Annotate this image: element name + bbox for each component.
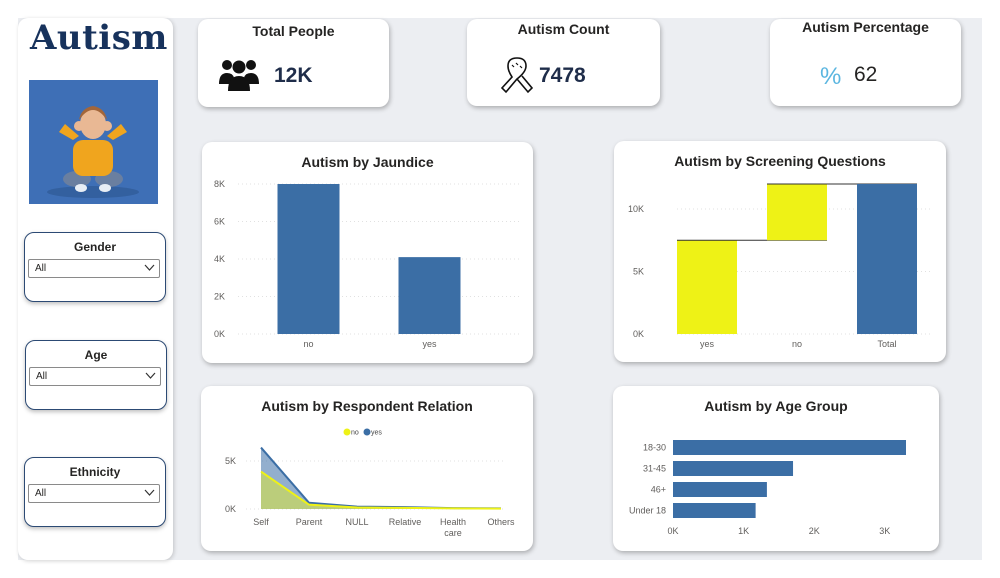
kpi-autism-count-value: 7478 [539,64,586,87]
y-tick-label: 0K [214,329,225,339]
y-tick-label: 0K [633,329,644,339]
slicer-ethnicity: Ethnicity All [24,457,166,527]
kpi-total-people-label: Total People [252,23,335,39]
chart-autism-by-jaundice: Autism by Jaundice 0K 2K 4K 6K 8K no yes [202,142,533,363]
screening-waterfall-chart: 0K 5K 10K yes no Total [628,183,932,349]
slicer-age-label: Age [84,348,108,362]
people-icon [219,60,259,91]
gender-dropdown-value: All [35,263,47,274]
child-photo [29,80,158,204]
gender-dropdown[interactable]: All [28,259,160,278]
y-tick-label: 46+ [651,485,666,495]
relation-area-chart: 0K 5K no yes Self Parent NULL Relative Healthcar… [225,428,515,538]
bar-no [767,184,827,241]
x-tick-label: no [303,339,313,349]
area-yes [261,447,501,509]
x-tick-label: care [444,528,462,538]
y-tick-label: 0K [225,504,236,514]
x-tick-label: Health [440,517,466,527]
report-title: Autism [30,18,168,58]
x-tick-label: 1K [738,526,749,536]
chart-autism-by-age-group: Autism by Age Group 18-30 31-45 46+ Under 1… [613,386,939,551]
kpi-total-people-value: 12K [274,64,313,87]
x-tick-label: Parent [296,517,323,527]
x-tick-label: no [792,339,802,349]
jaundice-bar-chart: 0K 2K 4K 6K 8K no yes [214,179,520,349]
slicer-gender: Gender All [24,232,166,302]
kpi-autism-percentage-value: 62 [854,63,878,86]
bar-no [277,184,340,334]
y-tick-label: 31-45 [643,464,666,474]
y-tick-label: 6K [214,217,225,227]
legend-label-no: no [351,430,359,437]
awareness-ribbon-icon [500,57,534,94]
x-tick-label: yes [700,339,715,349]
chart-autism-by-relation: Autism by Respondent Relation 0K 5K no yes S… [201,386,533,551]
age-dropdown-value: All [36,371,48,382]
y-tick-label: 5K [633,267,644,277]
x-tick-label: 0K [667,526,678,536]
y-tick-label: 8K [214,179,225,189]
x-tick-label: Total [877,339,896,349]
ethnicity-dropdown-value: All [35,488,47,499]
x-tick-label: Others [487,517,515,527]
y-tick-label: 5K [225,456,236,466]
kpi-autism-percentage: Autism Percentage % 62 [770,19,961,106]
chevron-down-icon [145,372,156,379]
bar-46+ [673,482,767,497]
chart-agegroup-title: Autism by Age Group [704,398,848,414]
x-tick-label: NULL [345,517,368,527]
slicer-ethnicity-label: Ethnicity [69,465,121,479]
x-tick-label: 2K [809,526,820,536]
chart-autism-by-screening: Autism by Screening Questions 0K 5K 10K yes… [614,141,946,362]
chevron-down-icon [144,264,155,271]
legend-marker-yes [363,428,371,436]
line-no [260,470,502,510]
chevron-down-icon [144,489,155,496]
legend-marker-no [343,428,351,436]
x-tick-label: Relative [389,517,422,527]
bar-31-45 [673,461,794,476]
x-tick-label: Self [253,517,269,527]
age-dropdown[interactable]: All [29,367,161,386]
y-tick-label: Under 18 [629,506,666,516]
slicer-gender-label: Gender [73,240,116,254]
x-tick-label: 3K [879,526,890,536]
legend-label-yes: yes [371,430,382,437]
bar-yes [677,240,737,334]
chart-relation-title: Autism by Respondent Relation [261,398,473,414]
bar-Under 18 [673,503,756,518]
kpi-autism-count-label: Autism Count [517,21,610,37]
slicer-age: Age All [25,340,167,410]
kpi-total-people: Total People 12K [198,19,389,107]
bar-yes [398,257,461,334]
y-tick-label: 4K [214,254,225,264]
ethnicity-dropdown[interactable]: All [28,484,160,503]
y-tick-label: 2K [214,292,225,302]
area-no [261,471,501,509]
y-tick-label: 18-30 [643,443,666,453]
kpi-autism-count: Autism Count 7478 [467,19,660,106]
bar-Total [857,184,917,334]
y-tick-label: 10K [628,204,644,214]
chart-screening-title: Autism by Screening Questions [674,153,886,169]
bar-18-30 [673,440,906,455]
chart-jaundice-title: Autism by Jaundice [301,154,434,170]
kpi-autism-percentage-label: Autism Percentage [802,19,929,35]
percent-icon: % [820,63,842,90]
x-tick-label: yes [422,339,437,349]
